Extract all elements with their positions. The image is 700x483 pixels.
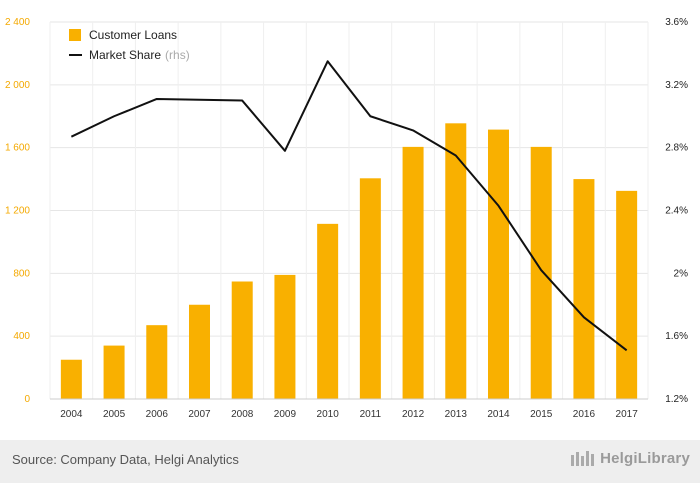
y-right-tick-label: 2.4% xyxy=(665,206,688,217)
x-tick-label: 2006 xyxy=(146,409,169,420)
axes: 0 400 800 1 200 1 600 2 000 2 400 1.2% 1.6% 2% 2.4… xyxy=(5,17,688,420)
x-tick-label: 2004 xyxy=(60,409,83,420)
y-left-tick-label: 2 400 xyxy=(5,17,30,28)
legend-label-share: Market Share (rhs) xyxy=(89,48,190,62)
bar xyxy=(573,179,595,399)
gridlines xyxy=(49,21,649,400)
y-right-tick-label: 2% xyxy=(674,268,689,279)
y-right-tick-label: 3.2% xyxy=(665,80,688,91)
y-right-tick-label: 1.6% xyxy=(665,331,688,342)
bar xyxy=(445,123,467,399)
bar xyxy=(274,274,296,399)
x-tick-label: 2007 xyxy=(188,409,211,420)
x-tick-label: 2005 xyxy=(103,409,126,420)
source-note: Source: Company Data, Helgi Analytics xyxy=(12,452,239,467)
x-tick-label: 2008 xyxy=(231,409,254,420)
y-left-tick-label: 400 xyxy=(13,331,30,342)
market-share-line xyxy=(70,60,628,352)
logo-text: HelgiLibrary xyxy=(600,449,690,467)
y-left-tick-label: 1 200 xyxy=(5,206,30,217)
line-series xyxy=(70,60,628,352)
x-tick-label: 2009 xyxy=(274,409,297,420)
bar xyxy=(231,281,253,399)
bar xyxy=(189,304,210,399)
x-tick-label: 2010 xyxy=(317,409,340,420)
bar xyxy=(317,223,339,399)
footer: Source: Company Data, Helgi Analytics He… xyxy=(0,440,700,483)
x-tick-label: 2014 xyxy=(487,409,510,420)
bar xyxy=(488,129,509,399)
x-tick-label: 2011 xyxy=(360,409,382,420)
bar xyxy=(146,325,168,399)
x-tick-label: 2017 xyxy=(616,409,639,420)
x-tick-label: 2016 xyxy=(573,409,596,420)
x-tick-label: 2015 xyxy=(530,409,553,420)
y-right-tick-label: 3.6% xyxy=(665,17,688,28)
library-logo-icon xyxy=(571,451,595,466)
y-right-tick-label: 2.8% xyxy=(665,143,688,154)
y-left-tick-label: 2 000 xyxy=(5,80,30,91)
legend: Customer Loans Market Share (rhs) xyxy=(69,28,190,62)
legend-label-share-name: Market Share xyxy=(89,48,161,62)
legend-label-loans: Customer Loans xyxy=(89,28,177,42)
y-left-tick-label: 0 xyxy=(24,394,30,405)
legend-swatch-loans xyxy=(69,29,81,41)
chart: 0 400 800 1 200 1 600 2 000 2 400 1.2% 1.6% 2% 2.4… xyxy=(5,17,688,420)
legend-label-share-suffix: (rhs) xyxy=(165,48,190,62)
helgi-library-logo[interactable]: HelgiLibrary xyxy=(570,449,690,467)
x-tick-label: 2013 xyxy=(445,409,468,420)
bar xyxy=(359,178,381,399)
bar xyxy=(402,146,424,399)
y-left-tick-label: 1 600 xyxy=(5,143,30,154)
y-right-tick-label: 1.2% xyxy=(665,394,688,405)
y-left-tick-label: 800 xyxy=(13,268,30,279)
bar xyxy=(530,146,552,399)
bar xyxy=(616,190,638,399)
x-tick-label: 2012 xyxy=(402,409,425,420)
bar xyxy=(103,345,125,399)
bar xyxy=(60,359,82,399)
